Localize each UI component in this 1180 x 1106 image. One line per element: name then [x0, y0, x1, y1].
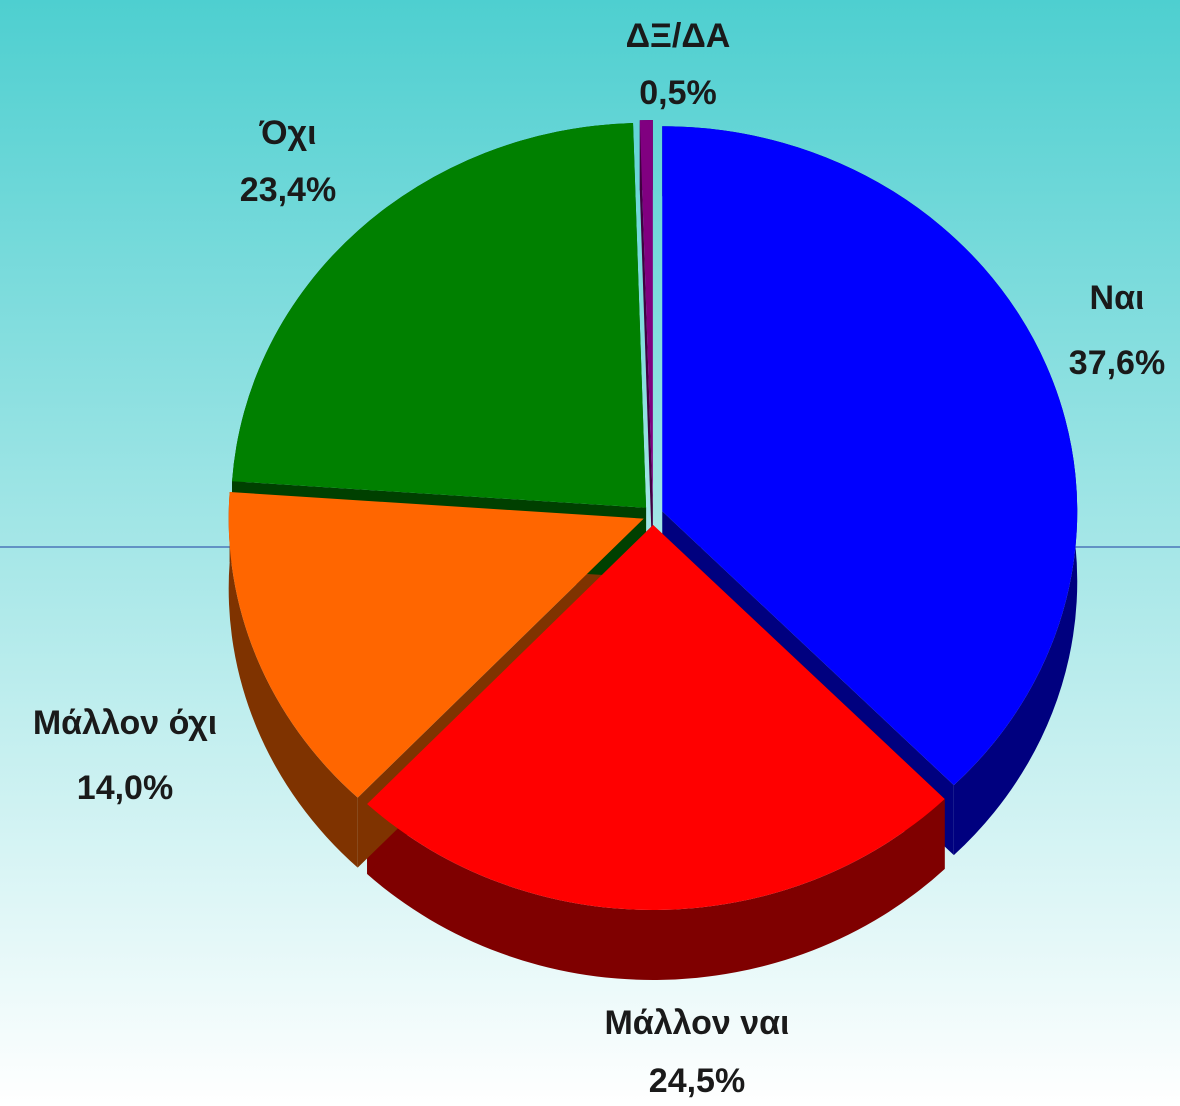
value-label: 23,4% — [240, 171, 336, 209]
value-label: 0,5% — [639, 74, 717, 112]
slice-label: Μάλλον όχι — [33, 704, 217, 742]
slice — [232, 122, 647, 508]
slice-label: Όχι — [258, 114, 316, 152]
value-label: 14,0% — [77, 769, 173, 807]
slice-label: ΔΞ/ΔΑ — [626, 17, 731, 55]
slice-wall — [639, 120, 653, 576]
slice-label: Μάλλον ναι — [604, 1004, 789, 1042]
slice — [639, 120, 653, 506]
slice-side — [367, 798, 945, 980]
value-label: 37,6% — [1069, 344, 1165, 382]
slice — [367, 524, 945, 910]
pie-tops — [228, 120, 1078, 910]
labels: Ναι 37,6% Μάλλον ναι 24,5% Μάλλον όχι 14,0% Όχ… — [33, 17, 1165, 1100]
slice-side — [228, 492, 358, 868]
value-label: 24,5% — [649, 1062, 745, 1100]
slice — [228, 492, 644, 798]
slice — [662, 126, 1078, 786]
slice-label: Ναι — [1090, 279, 1145, 317]
